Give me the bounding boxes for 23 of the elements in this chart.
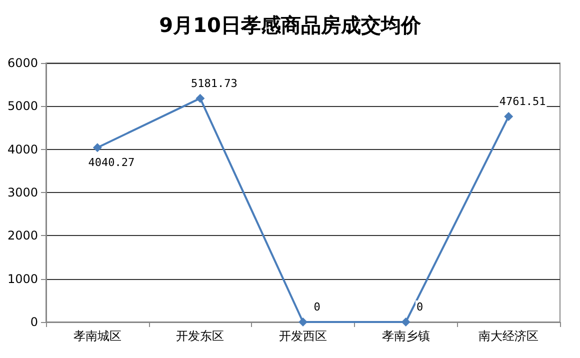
x-tick-label: 南大经济区	[478, 329, 539, 343]
point	[401, 318, 410, 326]
y-tick-label: 4000	[7, 142, 38, 156]
y-tick-label: 5000	[7, 99, 38, 114]
x-tick-label: 孝南城区	[73, 329, 122, 343]
y-tick-label: 0	[30, 315, 38, 329]
data-label: 4761.51	[499, 94, 546, 108]
y-tick-label: 3000	[7, 186, 38, 200]
x-tick-label: 开发东区	[176, 329, 224, 343]
point	[196, 94, 205, 103]
x-tick-label: 开发西区	[279, 329, 327, 343]
y-tick-label: 1000	[7, 272, 38, 286]
point	[298, 318, 308, 326]
x-tick-label: 孝南乡镇	[382, 329, 430, 343]
y-tick-label: 6000	[7, 56, 38, 70]
point	[504, 112, 514, 121]
data-label: 0	[314, 300, 320, 314]
y-tick-label: 2000	[7, 228, 38, 243]
point	[92, 143, 102, 152]
data-label: 0	[416, 300, 424, 314]
data-label: 5181.73	[191, 76, 238, 90]
chart-title: 9月10日孝感商品房成交均价	[159, 13, 422, 37]
data-label: 4040.27	[88, 156, 135, 170]
